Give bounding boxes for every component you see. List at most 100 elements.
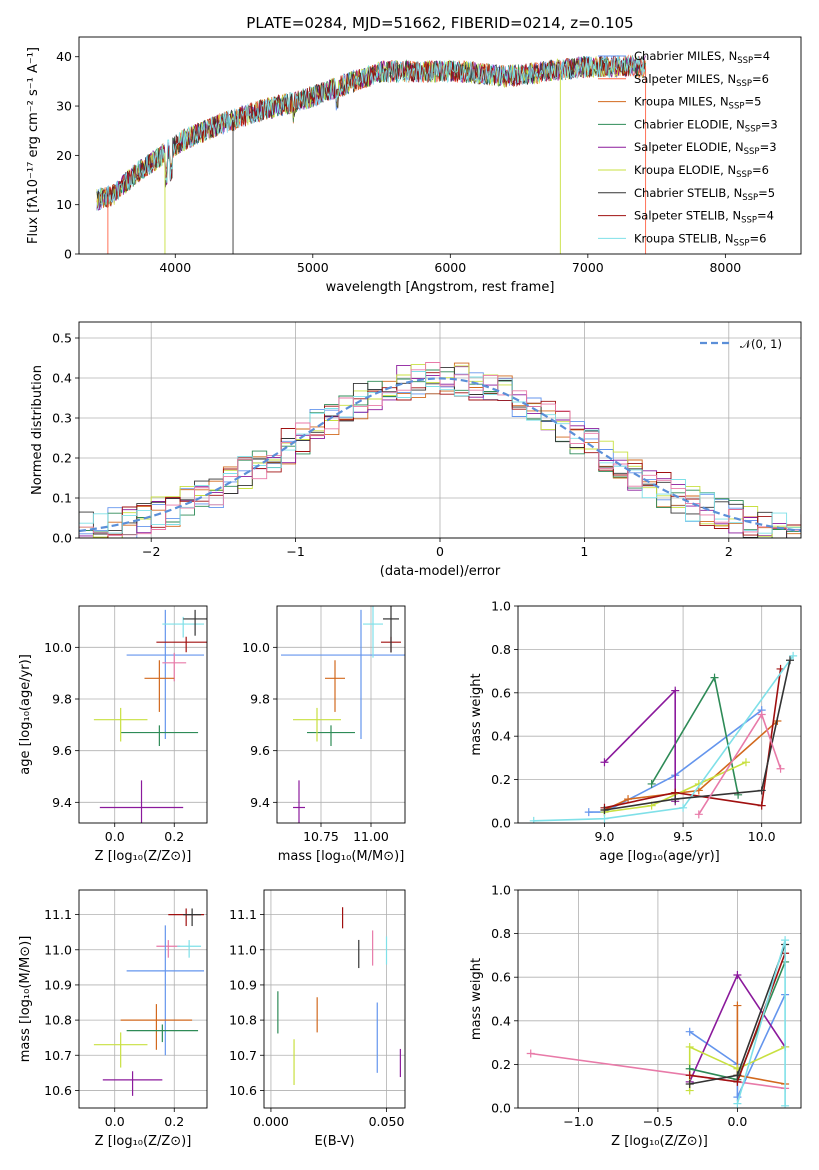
mass-vs-EBV-xlabel: E(B-V) (314, 1134, 354, 1149)
massweight-vs-Z-marker-kroupa-miles (733, 1001, 742, 1010)
legend-label-text: Chabrier STELIB, N (634, 186, 742, 200)
massweight-vs-age-marker-chabrier-stelib (671, 795, 680, 804)
massweight-vs-Z-ytick-label: 0.6 (491, 970, 511, 985)
mass-vs-Z-ylabel: mass [log₁₀(M/M⊙)] (18, 936, 33, 1063)
age-vs-mass-frame (276, 605, 406, 824)
spectrum-plot-area (96, 54, 647, 254)
massweight-vs-age-panel: 9.0 9.5 10.0 0.0 0.2 0.4 0.6 0.8 1.0 age [log₁₀(a… (469, 599, 802, 864)
legend-label-text: Kroupa STELIB, N (634, 231, 734, 245)
legend-label-text: Kroupa ELODIE, N (634, 163, 736, 177)
residuals-ytick-label: 0.5 (52, 331, 72, 346)
massweight-vs-Z-panel: −1.0 −0.5 0.0 0.0 0.2 0.4 0.6 0.8 1.0 Z [log₁₀(Z/… (469, 883, 802, 1149)
massweight-vs-age-ytick-label: 0.6 (491, 685, 511, 700)
residuals-xtick-label: −2 (142, 544, 160, 559)
spectrum-ytick-label: 20 (56, 148, 72, 163)
massweight-vs-age-marker-salpeter-elodie (600, 758, 609, 767)
normal-curve (79, 377, 801, 533)
age-vs-mass-ytick-label: 9.4 (250, 795, 270, 810)
legend-label-text: Salpeter MILES, N (634, 72, 736, 86)
age-vs-Z-xlabel: Z [log₁₀(Z/Z⊙)] (95, 849, 192, 864)
massweight-vs-age-marker-chabrier-stelib (757, 786, 766, 795)
massweight-vs-Z-plot-area (526, 936, 790, 1108)
mass-vs-Z-xtick-label: 0.0 (105, 1114, 125, 1129)
massweight-vs-age-marker-pink (757, 710, 766, 719)
legend-label-kroupa-elodie: Kroupa ELODIE, NSSP=6 (634, 163, 769, 180)
age-vs-mass-ytick-label: 9.8 (250, 692, 270, 707)
legend-label-tail: =5 (758, 186, 775, 200)
spectrum-ytick-label: 10 (56, 197, 72, 212)
mass-vs-EBV-xtick-label: 0.000 (253, 1114, 289, 1129)
massweight-vs-age-marker-chabrier-elodie (710, 673, 719, 682)
residuals-ytick-label: 0.2 (52, 451, 72, 466)
legend-label-sub: SSP (742, 193, 758, 203)
age-vs-Z-ytick-label: 9.6 (52, 743, 72, 758)
massweight-vs-age-marker-kroupa-miles (624, 795, 633, 804)
legend-label-kroupa-stelib: Kroupa STELIB, NSSP=6 (634, 231, 766, 248)
spectrum-ytick-label: 0 (64, 247, 72, 262)
massweight-vs-age-ytick-label: 0.2 (491, 772, 511, 787)
massweight-vs-Z-xlabel: Z [log₁₀(Z/Z⊙)] (611, 1134, 708, 1149)
massweight-vs-age-marker-kroupa-stelib (600, 814, 609, 823)
mass-vs-EBV-ytick-label: 11.0 (229, 942, 257, 957)
legend-label-salpeter-miles: Salpeter MILES, NSSP=6 (634, 72, 769, 89)
massweight-vs-age-line-salpeter-stelib (604, 668, 782, 809)
massweight-vs-age-line-chabrier-miles (588, 709, 763, 813)
massweight-vs-Z-marker-chabrier-stelib (733, 1071, 742, 1080)
mass-vs-EBV-ytick-label: 11.1 (229, 907, 257, 922)
massweight-vs-Z-marker-kroupa-elodie (685, 1042, 694, 1051)
massweight-vs-Z-ytick-label: 0.8 (491, 926, 511, 941)
massweight-vs-age-line-kroupa-stelib (533, 655, 794, 822)
massweight-vs-Z-ytick-label: 0.4 (491, 1013, 511, 1028)
massweight-vs-age-marker-chabrier-miles (584, 808, 593, 817)
mass-vs-Z-xtick-label: 0.2 (164, 1114, 184, 1129)
figure-title: PLATE=0284, MJD=51662, FIBERID=0214, z=0… (246, 14, 633, 32)
massweight-vs-age-marker-chabrier-elodie (647, 779, 656, 788)
spectrum-xlabel: wavelength [Angstrom, rest frame] (326, 280, 555, 295)
massweight-vs-age-marker-kroupa-stelib (679, 803, 688, 812)
massweight-vs-Z-marker-kroupa-stelib (733, 1099, 742, 1108)
massweight-vs-age-marker-kroupa-stelib (529, 816, 538, 823)
mass-vs-EBV-ytick-label: 10.6 (229, 1083, 257, 1098)
legend-label-sub: SSP (745, 124, 761, 134)
spectrum-ytick-label: 40 (56, 49, 72, 64)
legend-label-sub: SSP (736, 170, 752, 180)
massweight-vs-age-line-salpeter-elodie (603, 688, 677, 802)
mass-vs-Z-ytick-label: 10.9 (44, 977, 72, 992)
mass-vs-Z-ytick-label: 11.1 (44, 907, 72, 922)
legend-label-tail: =4 (757, 209, 774, 223)
massweight-vs-age-ytick-label: 0.0 (491, 816, 511, 831)
massweight-vs-age-marker-salpeter-stelib (757, 801, 766, 810)
spectrum-frame (78, 36, 802, 255)
residuals-xtick-label: 1 (580, 544, 588, 559)
legend-label-text: Chabrier ELODIE, N (634, 117, 745, 131)
age-vs-mass-ytick-label: 10.0 (242, 640, 270, 655)
massweight-vs-Z-ytick-label: 0.0 (491, 1101, 511, 1116)
mass-vs-EBV-plot-area (277, 907, 401, 1085)
legend-label-tail: =4 (753, 49, 770, 63)
spectrum-xtick-label: 4000 (159, 260, 191, 275)
legend-label-tail: =5 (744, 95, 761, 109)
massweight-vs-age-xtick-label: 10.0 (748, 829, 776, 844)
age-vs-Z-xtick-label: 0.2 (164, 829, 184, 844)
legend-label-chabrier-elodie: Chabrier ELODIE, NSSP=3 (634, 117, 778, 134)
mass-vs-Z-panel: 0.0 0.2 10.6 10.7 10.8 10.9 11.0 11.1 Z [log₁₀(Z… (18, 889, 208, 1149)
mass-vs-EBV-ytick-label: 10.7 (229, 1048, 257, 1063)
legend-label-tail: =6 (749, 231, 766, 245)
massweight-vs-Z-marker-kroupa-stelib (781, 936, 790, 945)
legend-label-tail: =3 (761, 117, 778, 131)
legend-label-text: Salpeter STELIB, N (634, 209, 741, 223)
age-vs-mass-xlabel: mass [log₁₀(M/M⊙)] (278, 849, 405, 864)
age-vs-mass-plot-area (281, 606, 405, 823)
residuals-xtick-label: 2 (725, 544, 733, 559)
massweight-vs-age-line-chabrier-stelib (604, 660, 791, 811)
massweight-vs-age-marker-salpeter-elodie (671, 686, 680, 695)
legend-label-sub: SSP (741, 216, 757, 226)
residuals-ytick-label: 0.4 (52, 371, 72, 386)
massweight-vs-Z-marker-salpeter-stelib (685, 1071, 694, 1080)
massweight-vs-Z-ylabel: mass weight (469, 958, 484, 1040)
age-vs-Z-ylabel: age [log₁₀(age/yr)] (18, 654, 33, 775)
massweight-vs-age-plot-area (529, 651, 798, 823)
legend-label-tail: =6 (752, 72, 769, 86)
spectrum-xtick-label: 6000 (434, 260, 466, 275)
